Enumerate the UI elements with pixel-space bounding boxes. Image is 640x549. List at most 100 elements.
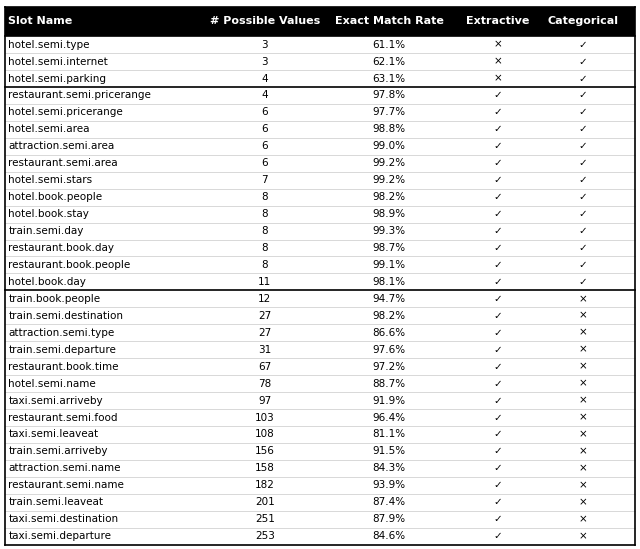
Text: ✓: ✓	[493, 108, 502, 117]
Text: ✓: ✓	[493, 311, 502, 321]
Text: taxi.semi.destination: taxi.semi.destination	[8, 514, 118, 524]
Text: 98.2%: 98.2%	[372, 311, 406, 321]
Text: 97.6%: 97.6%	[372, 345, 406, 355]
Text: hotel.book.stay: hotel.book.stay	[8, 209, 89, 219]
Text: 61.1%: 61.1%	[372, 40, 406, 49]
Text: 88.7%: 88.7%	[372, 379, 406, 389]
Text: restaurant.semi.food: restaurant.semi.food	[8, 412, 118, 423]
Text: ✓: ✓	[493, 412, 502, 423]
Text: hotel.semi.pricerange: hotel.semi.pricerange	[8, 108, 123, 117]
Text: train.book.people: train.book.people	[8, 294, 100, 304]
Text: hotel.semi.area: hotel.semi.area	[8, 125, 90, 135]
Text: ✓: ✓	[493, 463, 502, 473]
Text: 87.4%: 87.4%	[372, 497, 406, 507]
Text: ✓: ✓	[493, 294, 502, 304]
Text: ✓: ✓	[579, 175, 588, 185]
Text: ✓: ✓	[493, 362, 502, 372]
Text: ✓: ✓	[493, 345, 502, 355]
Text: ✓: ✓	[493, 192, 502, 202]
Text: ✓: ✓	[493, 429, 502, 439]
Text: ×: ×	[579, 531, 588, 541]
Text: ✓: ✓	[579, 125, 588, 135]
Text: 99.2%: 99.2%	[372, 158, 406, 169]
Text: ×: ×	[579, 497, 588, 507]
Text: ✓: ✓	[493, 531, 502, 541]
Text: train.semi.day: train.semi.day	[8, 226, 84, 236]
Text: ✓: ✓	[493, 226, 502, 236]
Text: 27: 27	[259, 311, 271, 321]
Text: ✓: ✓	[579, 57, 588, 66]
Text: 103: 103	[255, 412, 275, 423]
Text: ×: ×	[579, 412, 588, 423]
Text: 98.8%: 98.8%	[372, 125, 406, 135]
Text: ×: ×	[579, 429, 588, 439]
Text: 182: 182	[255, 480, 275, 490]
Text: ✓: ✓	[579, 91, 588, 100]
Text: ✓: ✓	[579, 192, 588, 202]
Text: hotel.semi.internet: hotel.semi.internet	[8, 57, 108, 66]
Text: ✓: ✓	[493, 514, 502, 524]
Text: train.semi.departure: train.semi.departure	[8, 345, 116, 355]
Text: 99.2%: 99.2%	[372, 175, 406, 185]
Text: hotel.semi.name: hotel.semi.name	[8, 379, 96, 389]
Text: ✓: ✓	[579, 141, 588, 152]
Text: ✓: ✓	[579, 108, 588, 117]
Text: ✓: ✓	[579, 40, 588, 49]
Text: 7: 7	[262, 175, 268, 185]
Text: 4: 4	[262, 74, 268, 83]
Text: 8: 8	[262, 260, 268, 270]
Text: ×: ×	[493, 57, 502, 66]
Text: ✓: ✓	[493, 328, 502, 338]
Text: 87.9%: 87.9%	[372, 514, 406, 524]
Text: ✓: ✓	[493, 243, 502, 253]
Text: hotel.semi.stars: hotel.semi.stars	[8, 175, 92, 185]
Text: ✓: ✓	[493, 175, 502, 185]
Text: taxi.semi.arriveby: taxi.semi.arriveby	[8, 395, 103, 406]
Text: ✓: ✓	[493, 91, 502, 100]
Text: 12: 12	[259, 294, 271, 304]
Text: 97: 97	[259, 395, 271, 406]
Text: ✓: ✓	[493, 260, 502, 270]
Text: 67: 67	[259, 362, 271, 372]
Text: train.semi.destination: train.semi.destination	[8, 311, 124, 321]
Text: ✓: ✓	[493, 446, 502, 456]
Text: taxi.semi.leaveat: taxi.semi.leaveat	[8, 429, 99, 439]
Text: ×: ×	[579, 379, 588, 389]
Text: Extractive: Extractive	[466, 16, 529, 26]
Text: restaurant.book.people: restaurant.book.people	[8, 260, 131, 270]
Text: 91.5%: 91.5%	[372, 446, 406, 456]
Text: restaurant.semi.pricerange: restaurant.semi.pricerange	[8, 91, 151, 100]
Text: ×: ×	[579, 395, 588, 406]
Text: ✓: ✓	[579, 277, 588, 287]
Text: ✓: ✓	[493, 277, 502, 287]
Text: ×: ×	[579, 463, 588, 473]
Text: ✓: ✓	[493, 141, 502, 152]
Text: ✓: ✓	[493, 497, 502, 507]
Text: restaurant.book.time: restaurant.book.time	[8, 362, 119, 372]
Text: ✓: ✓	[493, 158, 502, 169]
Text: 96.4%: 96.4%	[372, 412, 406, 423]
Text: 93.9%: 93.9%	[372, 480, 406, 490]
Text: 27: 27	[259, 328, 271, 338]
Bar	[5, 7, 635, 36]
Text: 86.6%: 86.6%	[372, 328, 406, 338]
Text: attraction.semi.type: attraction.semi.type	[8, 328, 115, 338]
Text: 8: 8	[262, 226, 268, 236]
Text: hotel.book.day: hotel.book.day	[8, 277, 86, 287]
Text: ✓: ✓	[493, 379, 502, 389]
Text: restaurant.semi.area: restaurant.semi.area	[8, 158, 118, 169]
Text: hotel.semi.parking: hotel.semi.parking	[8, 74, 106, 83]
Text: train.semi.arriveby: train.semi.arriveby	[8, 446, 108, 456]
Text: 62.1%: 62.1%	[372, 57, 406, 66]
Text: ✓: ✓	[493, 395, 502, 406]
Text: restaurant.semi.name: restaurant.semi.name	[8, 480, 124, 490]
Text: 84.3%: 84.3%	[372, 463, 406, 473]
Text: taxi.semi.departure: taxi.semi.departure	[8, 531, 111, 541]
Text: 8: 8	[262, 243, 268, 253]
Text: Exact Match Rate: Exact Match Rate	[335, 16, 444, 26]
Text: 84.6%: 84.6%	[372, 531, 406, 541]
Text: 98.1%: 98.1%	[372, 277, 406, 287]
Text: ✓: ✓	[493, 480, 502, 490]
Text: 98.2%: 98.2%	[372, 192, 406, 202]
Text: # Possible Values: # Possible Values	[210, 16, 320, 26]
